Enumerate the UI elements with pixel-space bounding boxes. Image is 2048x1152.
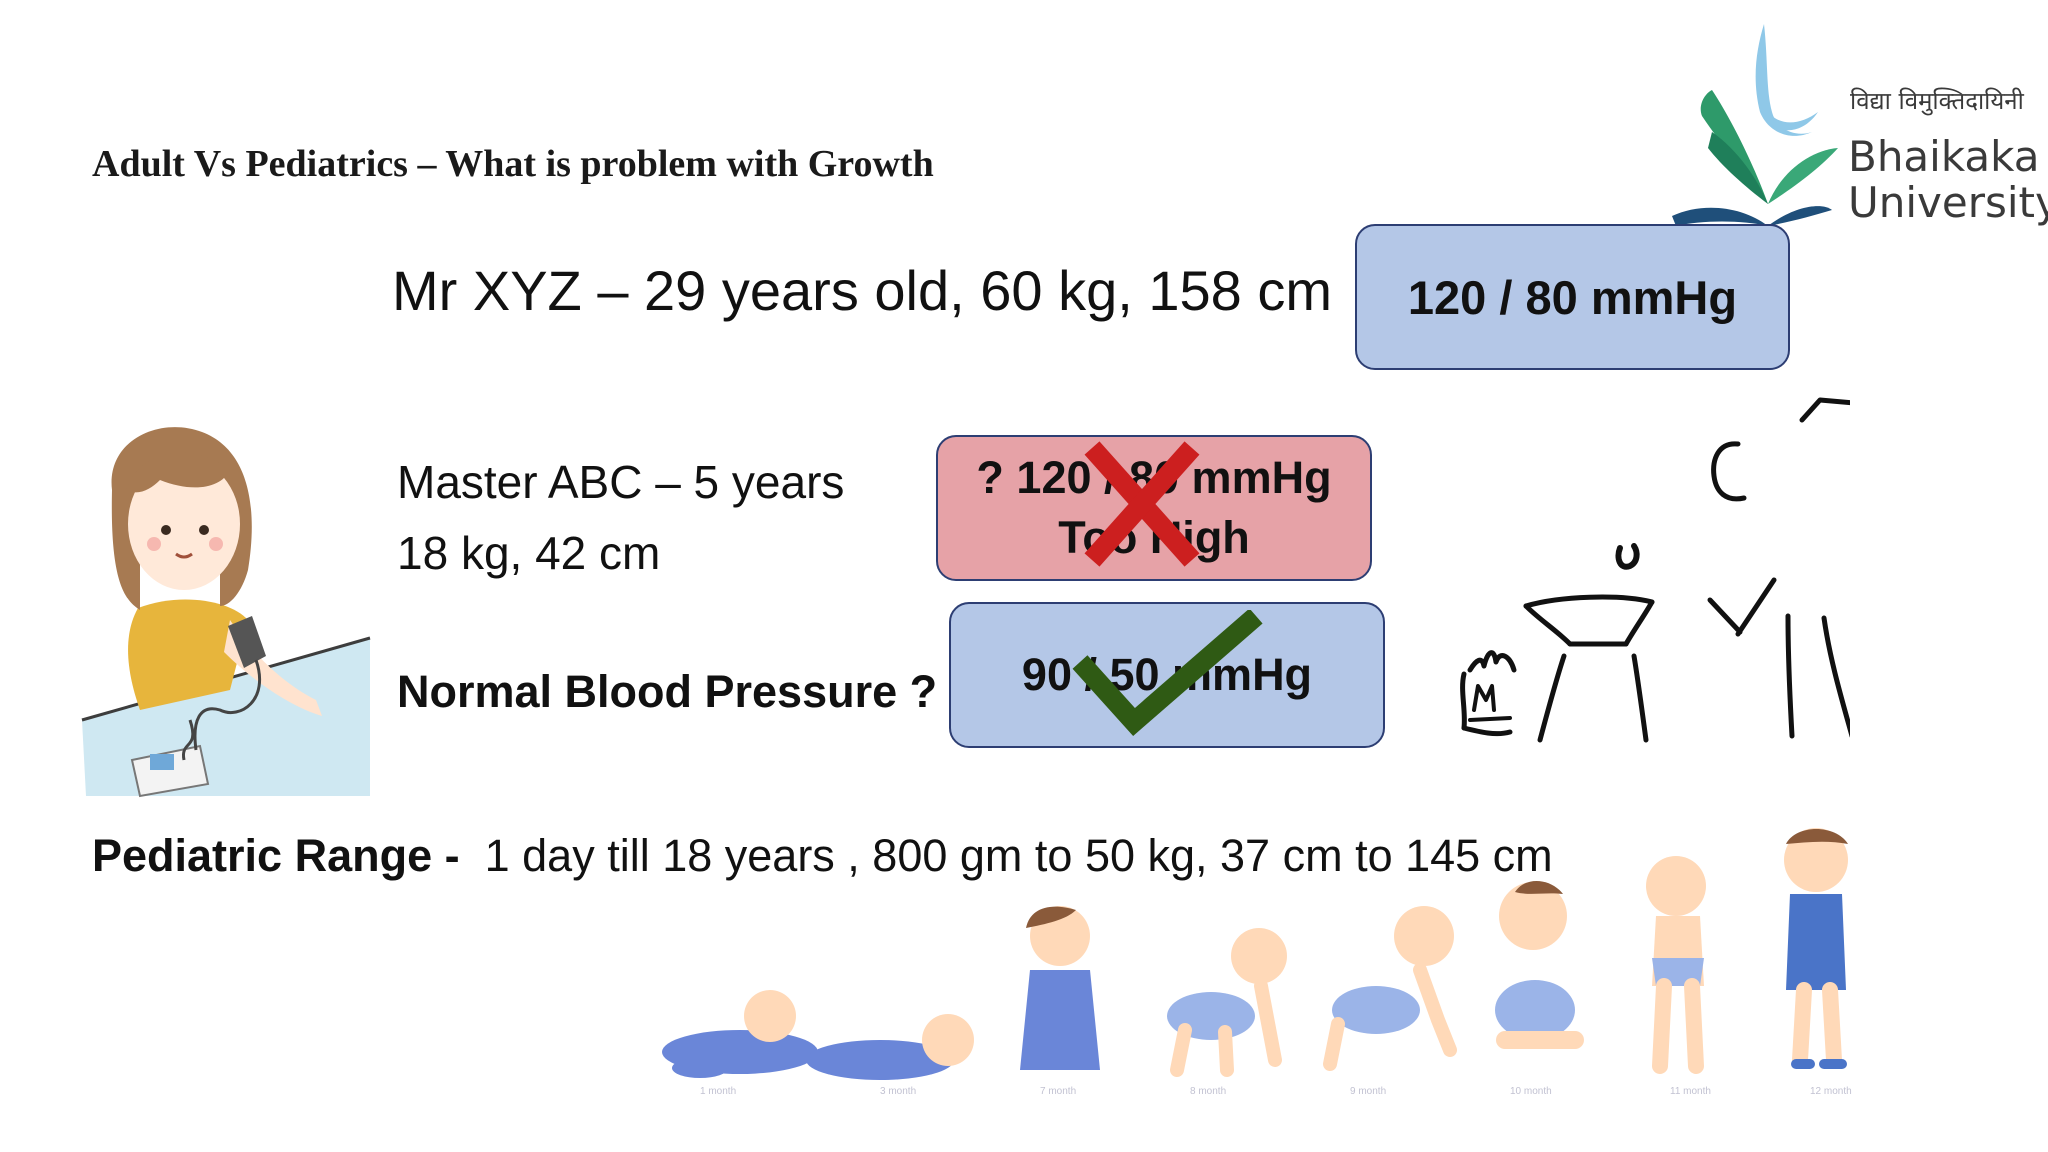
logo-name-line1: Bhaikaka	[1848, 132, 2040, 181]
baby-label-1: 1 month	[700, 1086, 737, 1097]
baby-stage-8	[1784, 828, 1848, 1069]
logo-hindi-text: विद्या विमुक्तिदायिनी	[1850, 87, 2024, 115]
logo-emblem-icon	[1672, 24, 1838, 242]
baby-label-8: 12 month	[1810, 1086, 1852, 1097]
child-name-age: Master ABC – 5 years	[397, 456, 845, 508]
child-bp-illustration	[81, 427, 371, 798]
slide-title: Adult Vs Pediatrics – What is problem wi…	[92, 143, 934, 185]
baby-label-7: 11 month	[1670, 1086, 1711, 1097]
red-cross-icon	[1084, 441, 1200, 567]
adult-description: Mr XYZ – 29 years old, 60 kg, 158 cm	[392, 259, 1332, 322]
logo-name-line2: University	[1848, 178, 2048, 227]
child-wrong-bp-box: ? 120 / 80 mmHg Too High	[936, 435, 1372, 581]
baby-stage-5	[1323, 906, 1457, 1071]
adult-bp-box: 120 / 80 mmHg	[1355, 224, 1790, 370]
university-logo: विद्या विमुक्तिदायिनी Bhaikaka Universit…	[1672, 20, 2048, 250]
pediatric-range: Pediatric Range - 1 day till 18 years , …	[92, 830, 1553, 882]
baby-growth-illustration: 1 month 3 month 7 month 8 month 9 month …	[620, 810, 1910, 1150]
baby-stage-2	[806, 1014, 974, 1080]
baby-stage-7	[1646, 856, 1706, 1074]
normal-bp-question: Normal Blood Pressure ?	[397, 666, 938, 717]
adult-bp-value: 120 / 80 mmHg	[1407, 270, 1738, 324]
baby-stage-4	[1167, 928, 1287, 1077]
pediatric-range-label: Pediatric Range -	[92, 830, 460, 881]
baby-label-5: 9 month	[1350, 1086, 1387, 1097]
baby-label-6: 10 month	[1510, 1086, 1552, 1097]
baby-stage-1	[662, 990, 818, 1078]
baby-label-3: 7 month	[1040, 1086, 1077, 1097]
pediatric-range-value: 1 day till 18 years , 800 gm to 50 kg, 3…	[484, 830, 1553, 881]
baby-stage-6	[1495, 880, 1584, 1049]
baby-stages-figure	[662, 828, 1848, 1080]
baby-label-2: 3 month	[880, 1086, 917, 1097]
baby-stage-3	[1020, 906, 1100, 1070]
green-check-icon	[1072, 610, 1263, 736]
baby-label-4: 8 month	[1190, 1086, 1227, 1097]
child-weight-height: 18 kg, 42 cm	[397, 527, 661, 579]
measuring-sketch	[1460, 397, 1850, 743]
